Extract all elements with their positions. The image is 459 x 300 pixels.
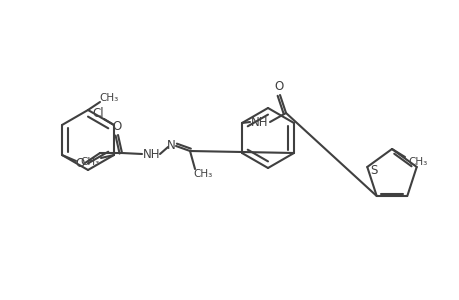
Text: S: S: [370, 164, 377, 178]
Text: CH₃: CH₃: [99, 93, 118, 103]
Text: N: N: [166, 139, 175, 152]
Text: Cl: Cl: [92, 106, 104, 119]
Text: NH: NH: [143, 148, 160, 160]
Text: NH: NH: [251, 116, 268, 128]
Text: CH₃: CH₃: [193, 169, 212, 179]
Text: CH₃: CH₃: [408, 157, 427, 167]
Text: CH₃: CH₃: [80, 157, 100, 167]
Text: O: O: [75, 157, 84, 169]
Text: O: O: [274, 80, 283, 92]
Text: O: O: [112, 119, 121, 133]
